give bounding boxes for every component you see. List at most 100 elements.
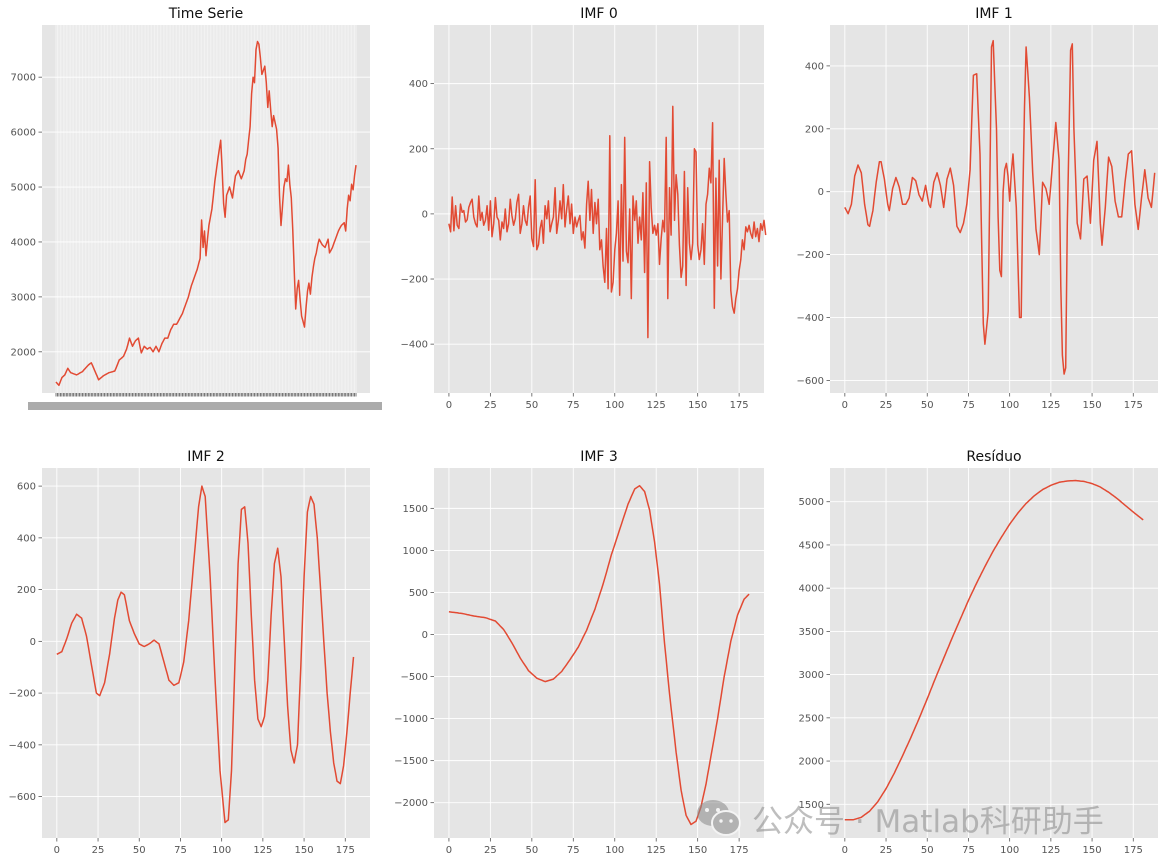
y-tick-label-imf2: 400 — [17, 533, 36, 544]
x-tick-label-imf3: 75 — [567, 845, 580, 856]
x-tick-label-imf2: 175 — [336, 845, 355, 856]
x-tick-label-imf2: 150 — [295, 845, 314, 856]
series-line-imf1 — [844, 39, 1156, 375]
y-tick-label-imf2: 600 — [17, 482, 36, 493]
x-tick-label-imf2: 125 — [253, 845, 272, 856]
y-tick-label-res: 3000 — [799, 670, 824, 681]
x-tick-label-imf1: 25 — [880, 400, 893, 411]
y-tick-label-res: 2500 — [799, 713, 824, 724]
x-tick-label-imf3: 25 — [484, 845, 497, 856]
chart-ts: 2000 3000 4000 5000 6000 7000 Time Serie — [11, 6, 382, 410]
x-tick-label-imf0: 150 — [688, 400, 707, 411]
x-tick-label-imf1: 0 — [842, 400, 848, 411]
watermark-text: 公众号 · Matlab科研助手 — [752, 803, 1104, 840]
x-tick-label-imf0: 75 — [567, 400, 580, 411]
plot-area-res — [830, 468, 1158, 838]
x-tick-label-imf2: 50 — [133, 845, 146, 856]
x-tick-label-res: 50 — [921, 845, 934, 856]
chart-imf0: −400 −200 0 200 400 0 25 50 75 100 125 150 175 IMF 0 — [401, 6, 767, 411]
y-tick-label-imf2: −600 — [9, 792, 36, 803]
y-tick-label-imf3: 500 — [409, 588, 428, 599]
plot-area-imf1 — [830, 25, 1158, 393]
x-tick-label-imf0: 25 — [484, 400, 497, 411]
chart-imf1: −600 −400 −200 0 200 400 0 25 50 75 100 125 150 175 IM… — [797, 6, 1158, 411]
y-tick-label-imf3: −1500 — [394, 756, 428, 767]
x-tick-label-imf1: 125 — [1041, 400, 1060, 411]
y-tick-label-imf2: −400 — [9, 740, 36, 751]
x-tick-label-imf0: 50 — [525, 400, 538, 411]
x-tick-label-imf3: 150 — [688, 845, 707, 856]
y-tick-label-imf0: −400 — [401, 340, 428, 351]
x-tick-label-imf1: 150 — [1083, 400, 1102, 411]
x-tick-label-imf1: 100 — [1000, 400, 1019, 411]
x-tick-label-res: 100 — [1000, 845, 1019, 856]
x-tick-label-imf0: 0 — [446, 400, 452, 411]
y-tick-label-imf1: 400 — [805, 61, 824, 72]
y-tick-label-imf3: −500 — [401, 672, 428, 683]
y-tick-label-ts: 4000 — [11, 237, 36, 248]
y-tick-label-imf0: 0 — [422, 209, 428, 220]
y-tick-label-res: 2000 — [799, 757, 824, 768]
watermark: 公众号 · Matlab科研助手 — [696, 793, 1136, 843]
chart-title-imf2: IMF 2 — [187, 449, 225, 465]
y-tick-label-imf2: −200 — [9, 689, 36, 700]
series-line-imf0 — [448, 105, 767, 339]
x-tick-label-imf0: 125 — [647, 400, 666, 411]
x-tick-label-imf0: 100 — [605, 400, 624, 411]
y-tick-label-imf3: −2000 — [394, 798, 428, 809]
x-tick-label-res: 125 — [1041, 845, 1060, 856]
y-tick-label-ts: 2000 — [11, 347, 36, 358]
y-tick-label-ts: 5000 — [11, 183, 36, 194]
x-tick-label-imf2: 25 — [92, 845, 105, 856]
chart-res: 1500 2000 2500 3000 3500 4000 4500 5000 0 25 50 75 1… — [799, 449, 1158, 856]
y-tick-label-imf1: −200 — [797, 250, 824, 261]
x-tick-label-imf3: 125 — [647, 845, 666, 856]
y-tick-label-imf1: −400 — [797, 313, 824, 324]
y-tick-label-imf0: 400 — [409, 79, 428, 90]
y-tick-label-res: 4000 — [799, 584, 824, 595]
series-line-imf2 — [56, 485, 355, 824]
x-tick-label-imf2: 0 — [54, 845, 60, 856]
series-line-res — [844, 479, 1144, 821]
y-tick-label-ts: 6000 — [11, 128, 36, 139]
y-tick-label-imf2: 200 — [17, 585, 36, 596]
x-tick-labels-overlapped — [28, 402, 382, 410]
series-line-ts — [55, 40, 357, 387]
y-tick-label-imf2: 0 — [30, 637, 36, 648]
y-tick-label-imf1: 200 — [805, 124, 824, 135]
chart-imf2: −600 −400 −200 0 200 400 600 0 25 50 75 100 125 150 17… — [9, 449, 370, 856]
x-tick-label-imf3: 175 — [730, 845, 749, 856]
chart-title-imf3: IMF 3 — [580, 449, 618, 465]
x-tick-label-res: 175 — [1124, 845, 1143, 856]
y-tick-label-imf3: −1000 — [394, 714, 428, 725]
x-tick-label-res: 0 — [842, 845, 848, 856]
wechat-icon — [697, 800, 741, 836]
x-tick-label-imf2: 100 — [212, 845, 231, 856]
x-tick-label-res: 150 — [1083, 845, 1102, 856]
y-tick-label-res: 1500 — [799, 800, 824, 811]
x-tick-label-imf3: 100 — [605, 845, 624, 856]
y-tick-label-imf3: 1000 — [403, 546, 428, 557]
x-tick-label-imf1: 75 — [962, 400, 975, 411]
y-tick-label-res: 5000 — [799, 497, 824, 508]
x-tick-label-imf3: 50 — [525, 845, 538, 856]
y-tick-label-imf0: −200 — [401, 275, 428, 286]
chart-imf3: −2000 −1500 −1000 −500 0 500 1000 1500 0 25 50 75 10… — [394, 449, 764, 856]
plot-area-imf2 — [42, 468, 370, 838]
x-tick-label-res: 75 — [962, 845, 975, 856]
y-tick-label-ts: 7000 — [11, 73, 36, 84]
y-tick-label-imf3: 0 — [422, 630, 428, 641]
y-tick-label-res: 3500 — [799, 627, 824, 638]
chart-title-ts: Time Serie — [168, 6, 243, 22]
y-tick-label-res: 4500 — [799, 540, 824, 551]
x-tick-label-imf0: 175 — [730, 400, 749, 411]
chart-title-imf0: IMF 0 — [580, 6, 618, 22]
y-tick-label-imf3: 1500 — [403, 504, 428, 515]
y-tick-label-imf1: −600 — [797, 376, 824, 387]
y-tick-label-imf1: 0 — [818, 187, 824, 198]
x-tick-label-imf2: 75 — [174, 845, 187, 856]
x-tick-label-imf1: 175 — [1124, 400, 1143, 411]
chart-title-res: Resíduo — [966, 449, 1021, 465]
y-tick-label-ts: 3000 — [11, 292, 36, 303]
